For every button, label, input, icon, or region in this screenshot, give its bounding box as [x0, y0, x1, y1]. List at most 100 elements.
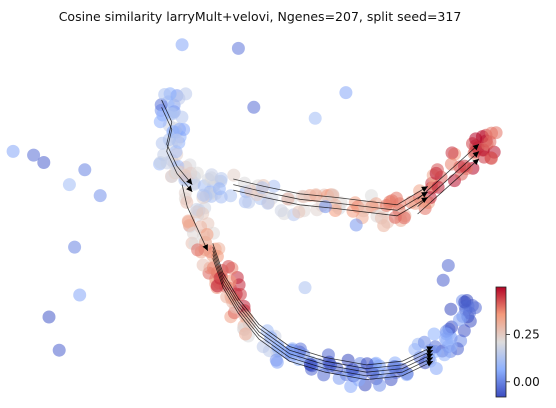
- scatter-point: [388, 210, 402, 224]
- scatter-point: [181, 214, 195, 228]
- streamline: [233, 184, 429, 211]
- colorbar-tick-label: 0.00: [513, 375, 540, 389]
- scatter-point: [317, 368, 331, 382]
- scatter-point: [346, 204, 360, 218]
- scatter-point: [298, 281, 312, 295]
- velocity-streamlines: [161, 99, 480, 381]
- scatter-point: [374, 211, 388, 225]
- streamline: [212, 250, 434, 373]
- scatter-point: [292, 205, 306, 219]
- scatter-point: [436, 273, 450, 287]
- scatter-point: [175, 38, 189, 52]
- scatter-point: [27, 148, 41, 162]
- scatter-point: [457, 324, 471, 338]
- streamline: [212, 243, 434, 366]
- scatter-point: [360, 357, 374, 371]
- scatter-point: [158, 88, 172, 101]
- scatter-point: [427, 327, 441, 341]
- scatter-point: [366, 366, 380, 380]
- streamline-arrow: [202, 244, 208, 251]
- scatter-point: [458, 295, 472, 309]
- scatter-point: [484, 151, 498, 165]
- streamline: [161, 99, 193, 185]
- streamline: [212, 246, 434, 370]
- scatter-point: [223, 274, 237, 288]
- scatter-point: [196, 258, 210, 272]
- streamline: [417, 143, 480, 200]
- velocity-arrows: [186, 144, 479, 367]
- colorbar-tick-label: 0.25: [513, 327, 540, 341]
- scatter-point: [444, 157, 458, 171]
- streamline-arrow: [426, 361, 433, 367]
- scatter-point: [173, 122, 186, 136]
- scatter-point: [68, 240, 82, 254]
- scatter-point: [339, 86, 353, 100]
- streamline-arrow: [472, 144, 479, 151]
- streamline-arrow: [186, 185, 193, 192]
- scatter-point: [52, 343, 66, 357]
- scatter-point: [37, 156, 51, 169]
- scatter-point: [270, 355, 284, 369]
- scatter-point: [444, 339, 458, 353]
- scatter-point: [153, 115, 167, 129]
- streamline-arrow: [472, 158, 479, 166]
- scatter-point: [222, 260, 235, 273]
- scatter-point: [483, 135, 497, 149]
- scatter-point: [42, 310, 56, 324]
- scatter-point: [428, 340, 442, 354]
- streamline-arrow: [426, 350, 433, 356]
- scatter-point: [239, 327, 252, 341]
- scatter-point: [265, 191, 279, 205]
- scatter-point: [389, 191, 403, 205]
- streamline-arrow: [421, 191, 428, 198]
- scatter-point: [205, 168, 219, 182]
- scatter-point: [196, 207, 210, 221]
- streamline: [181, 184, 209, 251]
- scatter-point: [274, 204, 288, 218]
- scatter-point: [430, 163, 444, 177]
- scatter-point: [469, 132, 483, 146]
- scatter-point: [247, 100, 261, 114]
- colorbar-ticks: 0.25 0.00: [506, 327, 540, 389]
- scatter-point: [169, 145, 183, 159]
- scatter-point: [349, 218, 363, 232]
- scatter-point: [191, 243, 205, 257]
- scatter-point: [242, 195, 256, 209]
- scatter-point: [154, 156, 167, 169]
- streamline-arrow: [426, 346, 433, 352]
- streamline-arrow: [421, 186, 428, 193]
- scatter-points: [6, 38, 503, 393]
- scatter-point: [73, 288, 87, 302]
- scatter-point: [227, 168, 241, 182]
- chart-title: Cosine similarity larryMult+velovi, Ngen…: [58, 9, 462, 24]
- scatter-point: [155, 136, 169, 150]
- streamline-arrow: [472, 151, 479, 158]
- scatter-point: [357, 200, 371, 214]
- streamline-arrow: [186, 178, 193, 185]
- streamline: [212, 254, 434, 377]
- scatter-point: [212, 182, 226, 196]
- colorbar: 0.25 0.00: [495, 286, 540, 398]
- scatter-point: [444, 302, 458, 316]
- scatter-point: [318, 200, 332, 214]
- scatter-point: [220, 290, 234, 304]
- streamline: [233, 178, 429, 206]
- scatter-point: [453, 313, 466, 327]
- scatter-point: [186, 226, 200, 240]
- scatter-point: [373, 378, 387, 392]
- streamline: [161, 107, 193, 193]
- scatter-point: [6, 144, 20, 158]
- scatter-point: [93, 189, 107, 203]
- scatter-point: [445, 146, 459, 160]
- scatter-point: [62, 178, 76, 192]
- scatter-point: [489, 126, 503, 140]
- streamline: [212, 258, 434, 381]
- colorbar-gradient: [495, 286, 507, 398]
- scatter-point: [468, 301, 482, 315]
- scatter-point: [78, 163, 92, 177]
- scatter-point: [297, 190, 311, 204]
- scatter-point: [154, 98, 168, 112]
- scatter-point: [441, 259, 455, 272]
- scatter-point: [231, 41, 245, 55]
